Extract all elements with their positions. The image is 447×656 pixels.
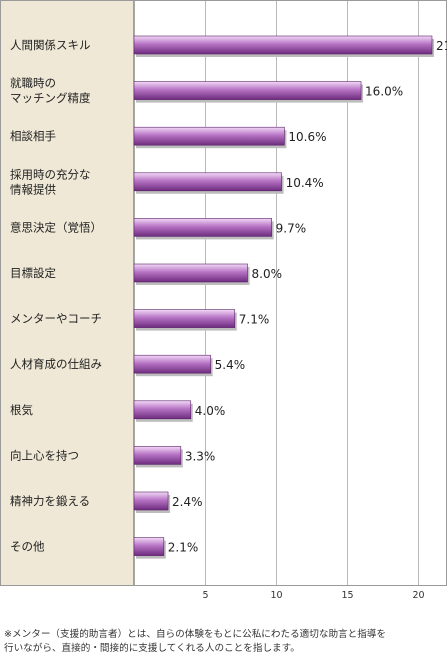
category-label: 精神力を鍛える: [10, 494, 90, 508]
value-label: 5.4%: [215, 358, 246, 372]
category-label: 就職時のマッチング精度: [10, 76, 91, 105]
bar: [133, 35, 433, 55]
bar: [133, 537, 165, 556]
value-label: 16.0%: [365, 85, 403, 99]
x-tick-label: 20: [412, 590, 424, 601]
category-label: 目標設定: [10, 266, 56, 280]
category-label: 人間関係スキル: [10, 38, 91, 52]
bar: [133, 263, 248, 283]
value-label: 10.6%: [288, 130, 326, 144]
value-label: 7.1%: [239, 313, 270, 327]
value-label: 10.4%: [286, 176, 324, 190]
bar: [133, 172, 282, 192]
value-label: 4.0%: [195, 404, 226, 418]
bar: [133, 400, 192, 420]
value-labels: 21.0% 16.0% 10.6% 10.4% 9.7% 8.0% 7.1% 5.4% 4.0%…: [168, 39, 447, 555]
x-tick-label: 15: [341, 590, 353, 601]
value-label: 8.0%: [252, 267, 283, 281]
footnote: ※メンター（支援的助言者）とは、自らの体験をもとに公私にわたる適切な助言と指導を…: [4, 629, 387, 654]
x-tick-labels: 5 10 15 20: [202, 590, 424, 601]
category-labels: 人間関係スキル就職時のマッチング精度相談相手採用時の充分な情報提供意思決定（覚悟…: [10, 38, 102, 554]
value-label: 3.3%: [185, 449, 216, 463]
bar: [133, 309, 236, 328]
bars: [133, 35, 434, 559]
category-panel: [1, 1, 134, 585]
category-label: その他: [10, 540, 45, 554]
x-tick-label: 5: [202, 590, 208, 601]
category-label: 採用時の充分な情報提供: [10, 167, 91, 196]
value-label: 9.7%: [276, 221, 307, 235]
bar-chart: 人間関係スキル就職時のマッチング精度相談相手採用時の充分な情報提供意思決定（覚悟…: [0, 0, 447, 601]
bar: [133, 81, 362, 100]
category-label: 意思決定（覚悟）: [10, 220, 102, 234]
category-label: 相談相手: [10, 129, 56, 143]
bar: [133, 446, 182, 465]
category-label: メンターやコーチ: [10, 312, 102, 326]
value-label: 21.0%: [436, 39, 447, 53]
bar: [133, 354, 211, 374]
x-tick-label: 10: [270, 590, 282, 601]
value-label: 2.1%: [168, 541, 199, 555]
category-label: 人材育成の仕組み: [10, 357, 102, 371]
category-label: 向上心を持つ: [10, 448, 79, 462]
bar: [133, 218, 272, 237]
value-label: 2.4%: [172, 495, 203, 509]
bar: [133, 491, 169, 511]
category-label: 根気: [10, 403, 33, 417]
bar: [133, 126, 285, 146]
